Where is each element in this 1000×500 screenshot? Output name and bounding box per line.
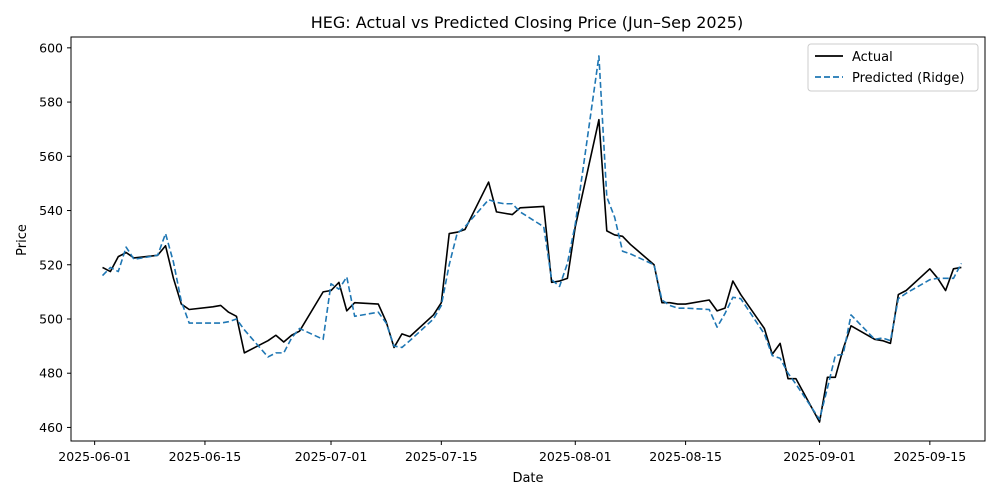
x-tick-label: 2025-07-15: [405, 449, 478, 464]
series-line-predicted: [101, 55, 963, 421]
y-tick-label: 520: [39, 257, 63, 272]
x-axis-title: Date: [512, 471, 543, 486]
x-tick-label: 2025-08-01: [539, 449, 612, 464]
x-axis: 2025-06-01 2025-06-15 2025-07-01 2025-07-15…: [58, 441, 966, 464]
y-axis: 460 480 500 520 540 560 580 600: [39, 40, 71, 435]
x-tick-label: 2025-08-15: [649, 449, 722, 464]
legend-label-actual: Actual: [852, 50, 893, 65]
x-tick-label: 2025-06-15: [169, 449, 242, 464]
x-tick-label: 2025-07-01: [295, 449, 368, 464]
series-line-actual: [102, 118, 962, 423]
legend: Actual Predicted (Ridge): [807, 43, 979, 92]
y-tick-label: 580: [39, 95, 63, 110]
y-axis-title: Price: [15, 224, 30, 256]
plot-frame: [70, 36, 986, 442]
plot-area: [101, 55, 963, 423]
legend-box: [807, 43, 979, 92]
x-tick-label: 2025-09-01: [783, 449, 856, 464]
legend-label-predicted: Predicted (Ridge): [852, 71, 964, 86]
chart-title: HEG: Actual vs Predicted Closing Price (…: [311, 13, 743, 32]
y-tick-label: 480: [39, 366, 63, 381]
y-tick-label: 460: [39, 420, 63, 435]
x-tick-label: 2025-09-15: [894, 449, 967, 464]
y-tick-label: 560: [39, 149, 63, 164]
y-tick-label: 500: [39, 311, 63, 326]
y-tick-label: 600: [39, 40, 63, 55]
x-tick-label: 2025-06-01: [58, 449, 131, 464]
y-tick-label: 540: [39, 203, 63, 218]
